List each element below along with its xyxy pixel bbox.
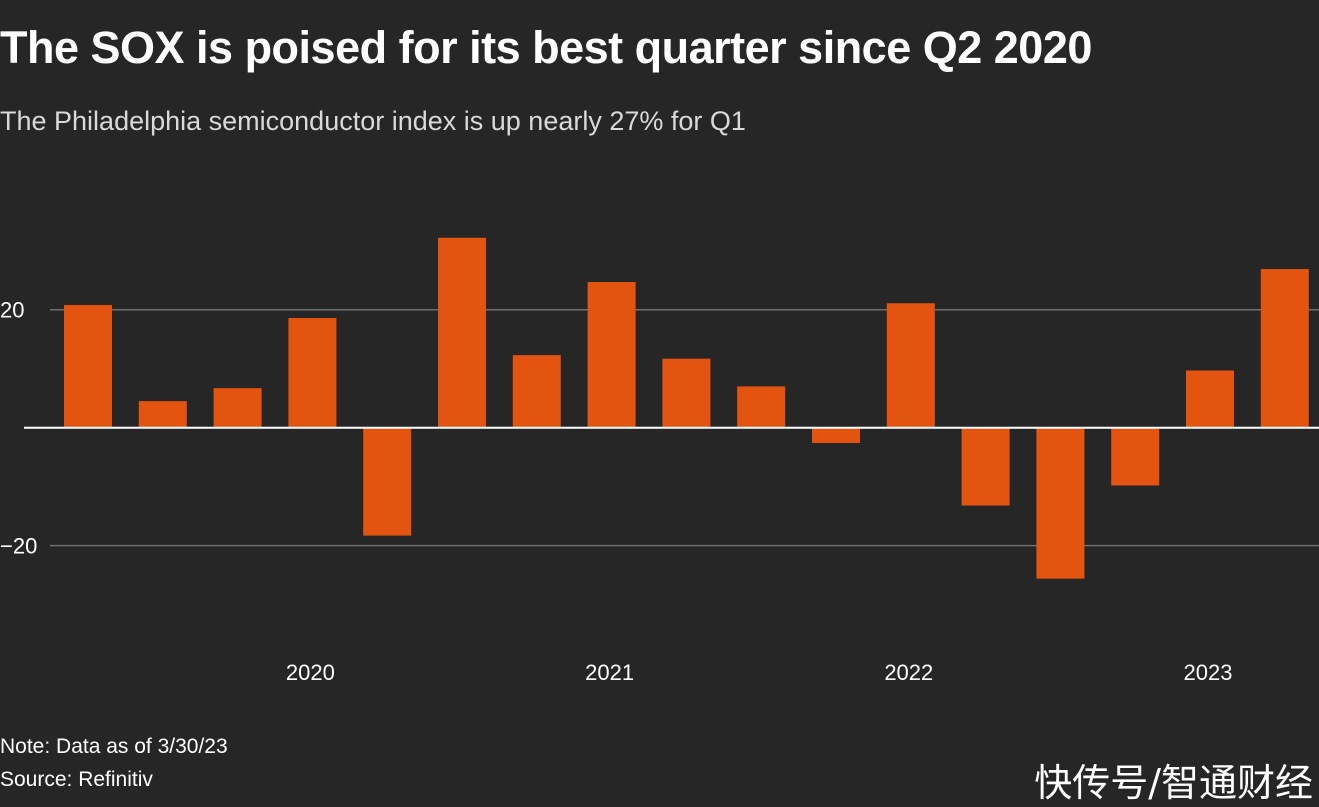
bar-q3-2020 <box>438 237 486 428</box>
y-tick-label: 20 <box>0 298 24 323</box>
bar-layer <box>64 237 1309 579</box>
bar-q2-2022 <box>961 427 1010 506</box>
chart-title: The SOX is poised for its best quarter s… <box>0 22 1092 73</box>
source-credit: Source: Refinitiv <box>0 768 153 791</box>
bar-q1-2020 <box>288 318 337 428</box>
axis-layer: 20 −20 2020 2021 2022 2023 <box>0 298 1319 685</box>
bar-q3-2019 <box>138 401 187 428</box>
bar-q1-2023 <box>1186 370 1234 428</box>
bar-q3-2021 <box>737 386 786 428</box>
bar-q4-2020 <box>512 355 561 428</box>
bar-q2-2020 <box>363 427 412 536</box>
bar-q3-2022 <box>1036 427 1085 579</box>
bar-q1-2022 <box>886 303 935 428</box>
bar-q4-2022 <box>1111 427 1160 486</box>
watermark: 快传号/智通财经 <box>1034 761 1313 805</box>
chart-subtitle: The Philadelphia semiconductor index is … <box>0 106 746 136</box>
grid-layer <box>50 308 1319 547</box>
bar-q2-2023 <box>1260 269 1309 428</box>
y-tick-label: −20 <box>0 534 37 559</box>
bar-q2-2021 <box>662 358 711 428</box>
bar-q4-2021 <box>812 427 860 444</box>
bar-q4-2019 <box>213 388 262 428</box>
footnote: Note: Data as of 3/30/23 <box>0 735 228 758</box>
x-tick-label: 2022 <box>884 660 933 685</box>
x-tick-label: 2020 <box>286 660 335 685</box>
x-tick-label: 2023 <box>1184 660 1233 685</box>
bar-q2-2019 <box>64 305 112 428</box>
x-tick-label: 2021 <box>585 660 634 685</box>
bar-q1-2021 <box>587 282 636 428</box>
